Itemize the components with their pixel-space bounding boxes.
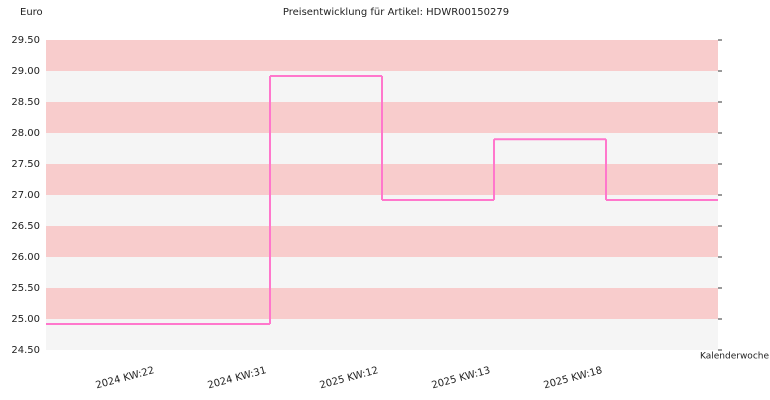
y-tick-label: 25.00 bbox=[11, 314, 40, 325]
y-tick-label: 28.00 bbox=[11, 128, 40, 139]
y-tick-label: 25.50 bbox=[11, 283, 40, 294]
y-tick-label: 24.50 bbox=[11, 345, 40, 356]
grid-band bbox=[46, 226, 718, 257]
x-tick-label: 2025 KW:18 bbox=[543, 365, 604, 391]
y-tick-label: 29.00 bbox=[11, 66, 40, 77]
x-tick-label: 2024 KW:31 bbox=[207, 365, 268, 391]
y-axis-label: Euro bbox=[20, 7, 43, 18]
x-tick-label: 2025 KW:13 bbox=[431, 365, 492, 391]
grid-band bbox=[46, 288, 718, 319]
x-axis-label: Kalenderwoche bbox=[700, 352, 769, 362]
y-tick-label: 29.50 bbox=[11, 35, 40, 46]
y-tick-label: 26.00 bbox=[11, 252, 40, 263]
grid-band bbox=[46, 257, 718, 288]
grid-band bbox=[46, 40, 718, 71]
y-tick-label: 28.50 bbox=[11, 97, 40, 108]
x-tick-label: 2024 KW:22 bbox=[95, 365, 156, 391]
y-tick-label: 27.50 bbox=[11, 159, 40, 170]
chart-title: Preisentwicklung für Artikel: HDWR001502… bbox=[283, 7, 509, 18]
x-tick-label: 2025 KW:12 bbox=[319, 365, 380, 391]
y-tick-label: 26.50 bbox=[11, 221, 40, 232]
y-tick-label: 27.00 bbox=[11, 190, 40, 201]
